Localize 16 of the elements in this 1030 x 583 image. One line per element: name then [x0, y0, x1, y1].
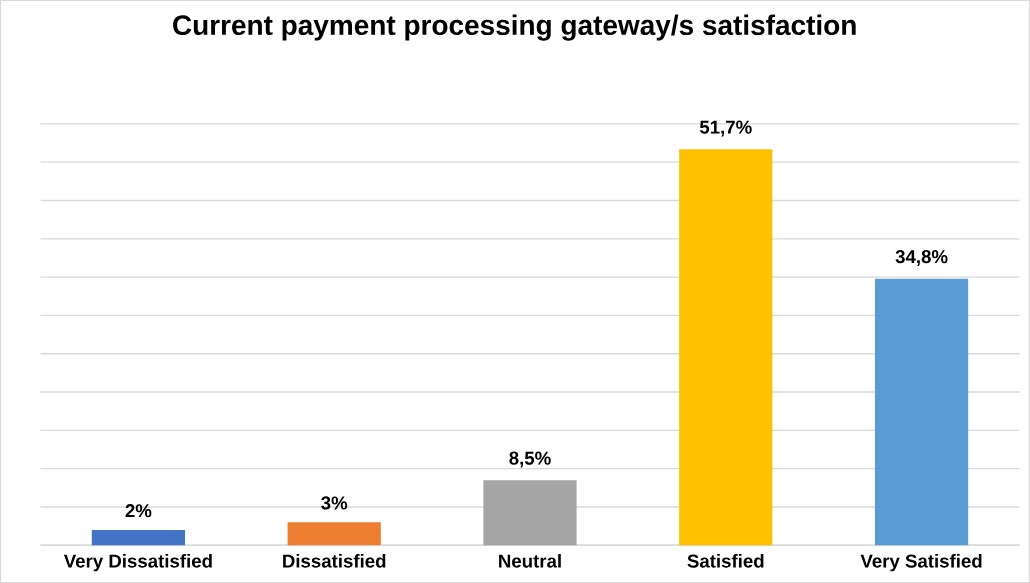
data-label: 34,8%: [895, 249, 948, 266]
x-tick-label: Dissatisfied: [283, 553, 386, 568]
bar: [679, 149, 773, 546]
x-tick-label: Neutral: [499, 553, 561, 568]
bar: [287, 522, 381, 546]
data-label: 8,5%: [509, 451, 551, 468]
bar: [874, 278, 969, 546]
x-tick-label: Satisfied: [687, 553, 764, 568]
data-label: 51,7%: [699, 120, 752, 137]
data-label: 2%: [125, 504, 152, 518]
bar: [483, 480, 577, 546]
data-label: 3%: [321, 496, 348, 510]
chart-title: Current payment processing gateway/s satisfaction: [173, 14, 856, 41]
x-tick-label: Very Dissatisfied: [63, 553, 212, 572]
x-tick-label: Very Satisfied: [860, 553, 982, 572]
bar: [91, 529, 186, 546]
